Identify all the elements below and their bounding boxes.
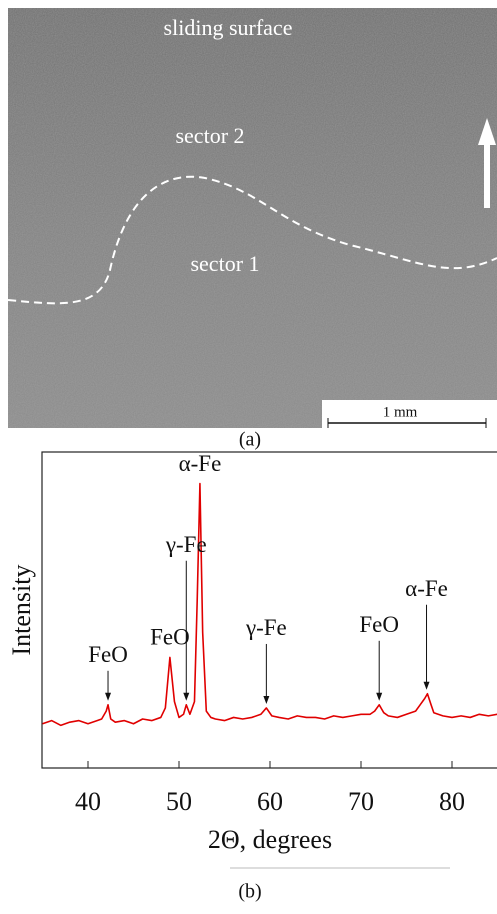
arrow-head bbox=[376, 693, 382, 701]
arrow-head bbox=[263, 696, 269, 704]
panel-label: (a) bbox=[239, 429, 261, 451]
sem-image: sliding surface sector 2 sector 1 1 mm bbox=[8, 8, 497, 430]
label: sector 1 bbox=[190, 251, 259, 276]
panel-label: (b) bbox=[238, 881, 261, 903]
peak-label: FeO bbox=[88, 642, 128, 667]
x-tick-label: 80 bbox=[439, 787, 465, 816]
arrow-head bbox=[183, 693, 189, 701]
plot-frame bbox=[42, 452, 497, 768]
peak-label: FeO bbox=[150, 625, 190, 650]
x-tick-label: 50 bbox=[166, 787, 192, 816]
arrow-head bbox=[424, 682, 430, 690]
peak-label: γ-Fe bbox=[165, 532, 207, 557]
y-axis-label: Intensity bbox=[7, 565, 36, 656]
x-tick-label: 60 bbox=[257, 787, 283, 816]
peak-label: γ-Fe bbox=[245, 615, 287, 640]
figure: sliding surface sector 2 sector 1 1 mm (… bbox=[0, 0, 497, 914]
scale-text: 1 mm bbox=[383, 404, 418, 420]
sem-texture bbox=[8, 8, 497, 428]
series-line bbox=[43, 484, 497, 726]
peak-label: α-Fe bbox=[179, 451, 222, 476]
x-tick-label: 70 bbox=[348, 787, 374, 816]
peak-label: FeO bbox=[359, 612, 399, 637]
label: sector 2 bbox=[175, 123, 244, 148]
x-tick-label: 40 bbox=[75, 787, 101, 816]
label: sliding surface bbox=[164, 15, 293, 40]
peak-label: α-Fe bbox=[405, 576, 448, 601]
arrow-head bbox=[105, 693, 111, 701]
x-axis-label: 2Θ, degrees bbox=[208, 825, 332, 854]
